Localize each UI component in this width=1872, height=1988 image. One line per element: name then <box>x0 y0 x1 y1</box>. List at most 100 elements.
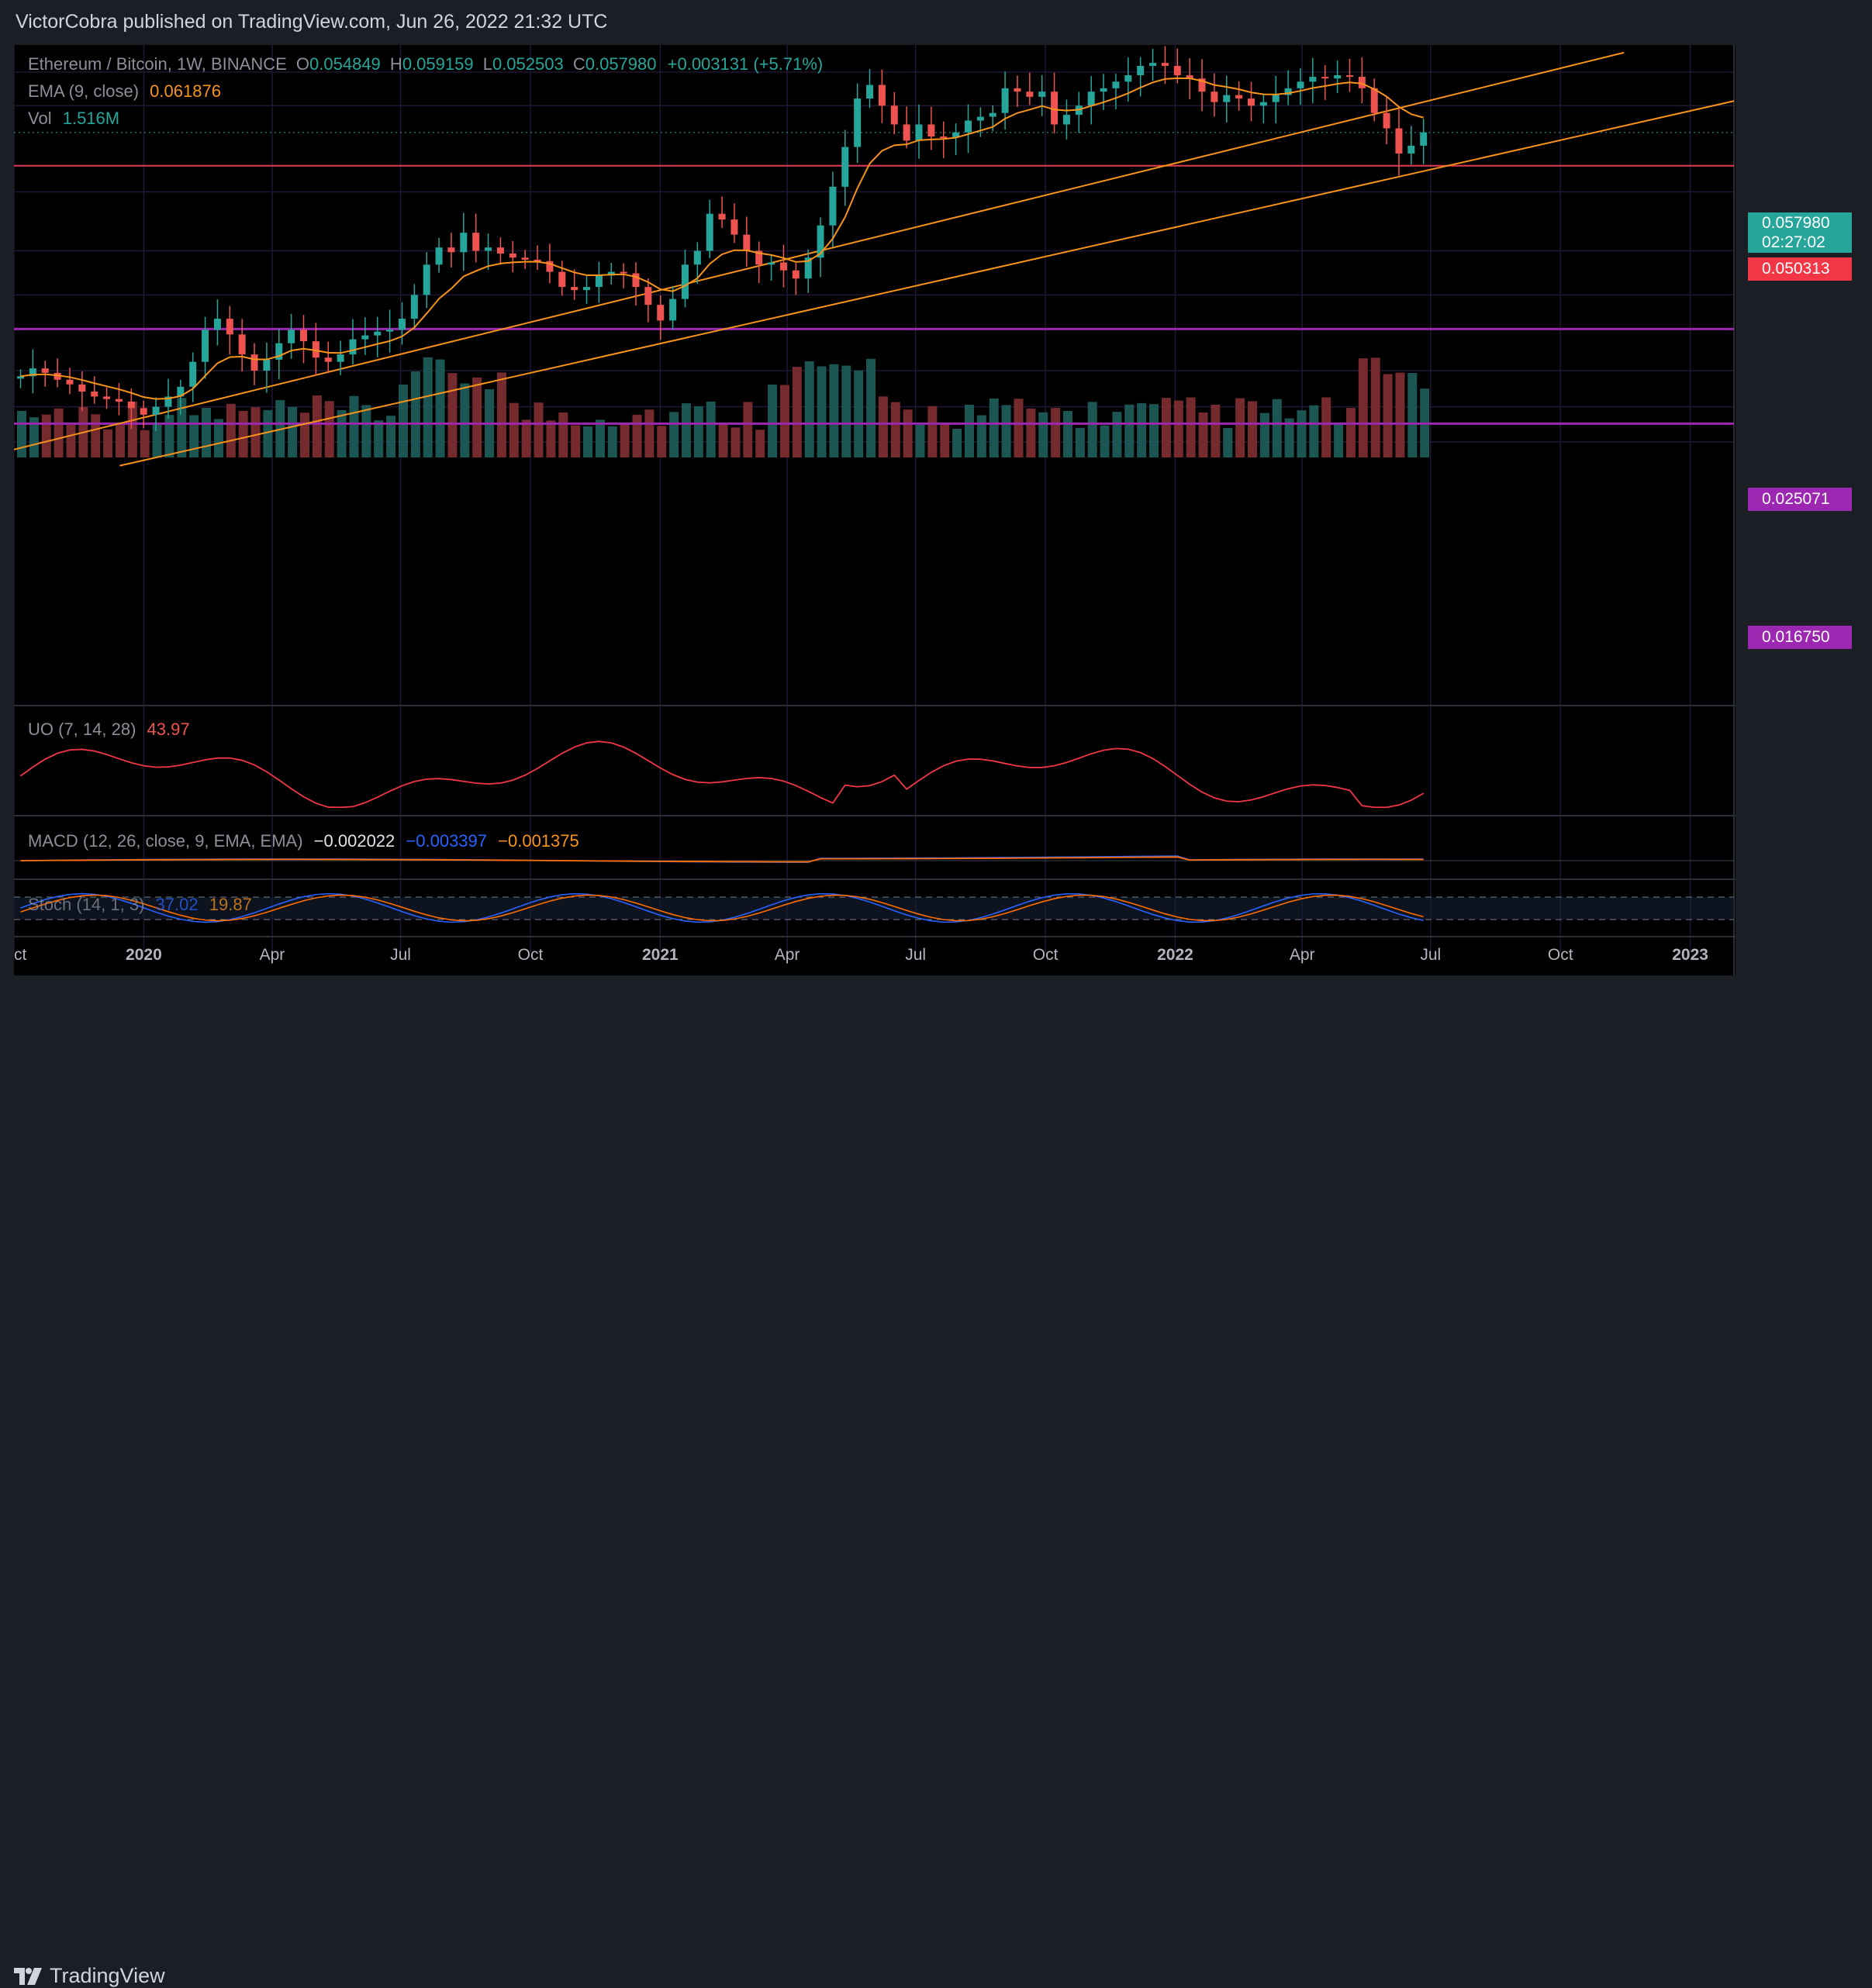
volume-bar-18 <box>238 410 248 457</box>
candle-body-98 <box>1223 95 1231 102</box>
volume-bar-64 <box>804 361 814 457</box>
candle-body-30 <box>386 330 394 332</box>
candle-body-0 <box>17 376 24 379</box>
tradingview-logo[interactable]: TradingView <box>14 1964 165 1988</box>
volume-bar-59 <box>743 402 753 457</box>
volume-bar-62 <box>779 385 789 457</box>
volume-bar-6 <box>91 414 101 457</box>
candle-body-40 <box>509 253 516 258</box>
candle-body-110 <box>1370 88 1378 113</box>
candle-body-45 <box>571 287 579 291</box>
legend-h-value: 0.059159 <box>402 54 474 74</box>
candle-body-74 <box>927 124 935 136</box>
legend-macd: MACD (12, 26, close, 9, EMA, EMA) −0.002… <box>28 831 579 851</box>
last-price-value: 0.057980 <box>1762 214 1830 232</box>
candle-body-20 <box>263 359 271 371</box>
volume-bar-36 <box>460 383 470 457</box>
volume-bar-79 <box>989 399 999 457</box>
candle-body-65 <box>817 225 824 258</box>
legend-uo-value: 43.97 <box>147 720 190 739</box>
candle-body-70 <box>878 85 886 106</box>
top-bar: VictorCobra published on TradingView.com… <box>0 0 1872 47</box>
candle-body-73 <box>915 124 923 141</box>
volume-bar-34 <box>435 359 445 457</box>
uo-line <box>19 740 1425 809</box>
candle-body-51 <box>644 287 652 305</box>
legend-vol: Vol 1.516M <box>28 109 119 129</box>
candle-body-50 <box>632 273 640 288</box>
volume-bar-31 <box>398 384 408 457</box>
candle-body-97 <box>1211 91 1218 102</box>
candle-body-93 <box>1161 63 1169 67</box>
x-tick-label-0: Oct <box>14 946 26 964</box>
candle-body-109 <box>1358 77 1366 88</box>
publish-text: VictorCobra published on TradingView.com… <box>16 11 608 33</box>
x-tick-label-10: Apr <box>1290 946 1315 964</box>
candle-body-60 <box>755 250 763 265</box>
volume-bar-27 <box>349 395 359 457</box>
volume-bar-20 <box>263 409 273 457</box>
volume-bar-58 <box>730 427 741 457</box>
candle-body-23 <box>300 330 308 342</box>
volume-bar-45 <box>571 425 581 457</box>
candle-body-10 <box>140 408 147 415</box>
volume-bar-54 <box>681 403 691 457</box>
legend-uo-label: UO (7, 14, 28) <box>28 720 136 739</box>
legend-ema-label: EMA (9, close) <box>28 81 140 101</box>
candle-body-88 <box>1100 88 1107 92</box>
candle-body-77 <box>964 120 972 133</box>
volume-bar-87 <box>1087 402 1097 457</box>
volume-bar-84 <box>1051 408 1061 457</box>
volume-bar-8 <box>115 423 125 457</box>
volume-bar-74 <box>927 406 938 457</box>
candle-body-57 <box>718 213 726 220</box>
candle-body-89 <box>1112 81 1120 88</box>
candle-body-41 <box>521 257 529 260</box>
volume-bar-104 <box>1297 410 1307 457</box>
candle-body-114 <box>1420 132 1428 146</box>
candle-body-99 <box>1235 95 1243 99</box>
volume-bar-70 <box>878 396 888 457</box>
legend-ema-value: 0.061876 <box>150 81 221 101</box>
legend-c-value: 0.057980 <box>585 54 657 74</box>
candle-body-8 <box>115 399 123 402</box>
candle-body-47 <box>595 275 603 288</box>
candle-body-35 <box>447 247 455 253</box>
legend-o-label: O <box>295 54 310 74</box>
legend-vol-label: Vol <box>28 109 52 128</box>
volume-bar-14 <box>189 415 199 457</box>
countdown-value: 02:27:02 <box>1762 233 1825 251</box>
volume-bar-32 <box>410 371 420 457</box>
legend-l-value: 0.052503 <box>492 54 564 74</box>
candle-body-29 <box>374 331 382 336</box>
last-price-tag: 0.057980 02:27:02 <box>1748 212 1852 253</box>
volume-bar-98 <box>1223 427 1233 457</box>
candle-body-62 <box>779 262 787 271</box>
volume-bar-52 <box>657 426 667 457</box>
volume-bar-77 <box>964 404 974 457</box>
candle-body-4 <box>66 379 74 385</box>
volume-bar-51 <box>644 409 655 457</box>
volume-bar-19 <box>250 407 261 457</box>
legend-stoch: Stoch (14, 1, 3) 37.02 19.87 <box>28 895 252 915</box>
purple-level-tag-1: 0.025071 <box>1748 488 1852 511</box>
candle-body-44 <box>558 271 566 288</box>
volume-bar-66 <box>829 364 839 457</box>
volume-bar-105 <box>1309 405 1319 457</box>
volume-bar-46 <box>583 426 593 457</box>
candle-body-54 <box>681 264 689 299</box>
candle-body-103 <box>1284 88 1292 95</box>
candle-body-80 <box>1001 88 1009 113</box>
volume-bar-69 <box>866 358 876 457</box>
x-tick-label-12: Oct <box>1548 946 1573 964</box>
legend-vol-value: 1.516M <box>62 109 120 128</box>
candle-body-27 <box>349 339 357 355</box>
volume-bar-109 <box>1358 358 1368 457</box>
volume-bar-16 <box>213 419 223 457</box>
volume-bar-10 <box>140 430 150 457</box>
x-tick-label-7: Jul <box>905 946 926 964</box>
chart-frame[interactable]: BTC0.0750000.0650000.0450000.0350000.029… <box>14 45 1852 975</box>
legend-macd-hist: −0.001375 <box>498 831 579 851</box>
candle-body-2 <box>41 368 49 373</box>
volume-bar-93 <box>1161 398 1171 457</box>
